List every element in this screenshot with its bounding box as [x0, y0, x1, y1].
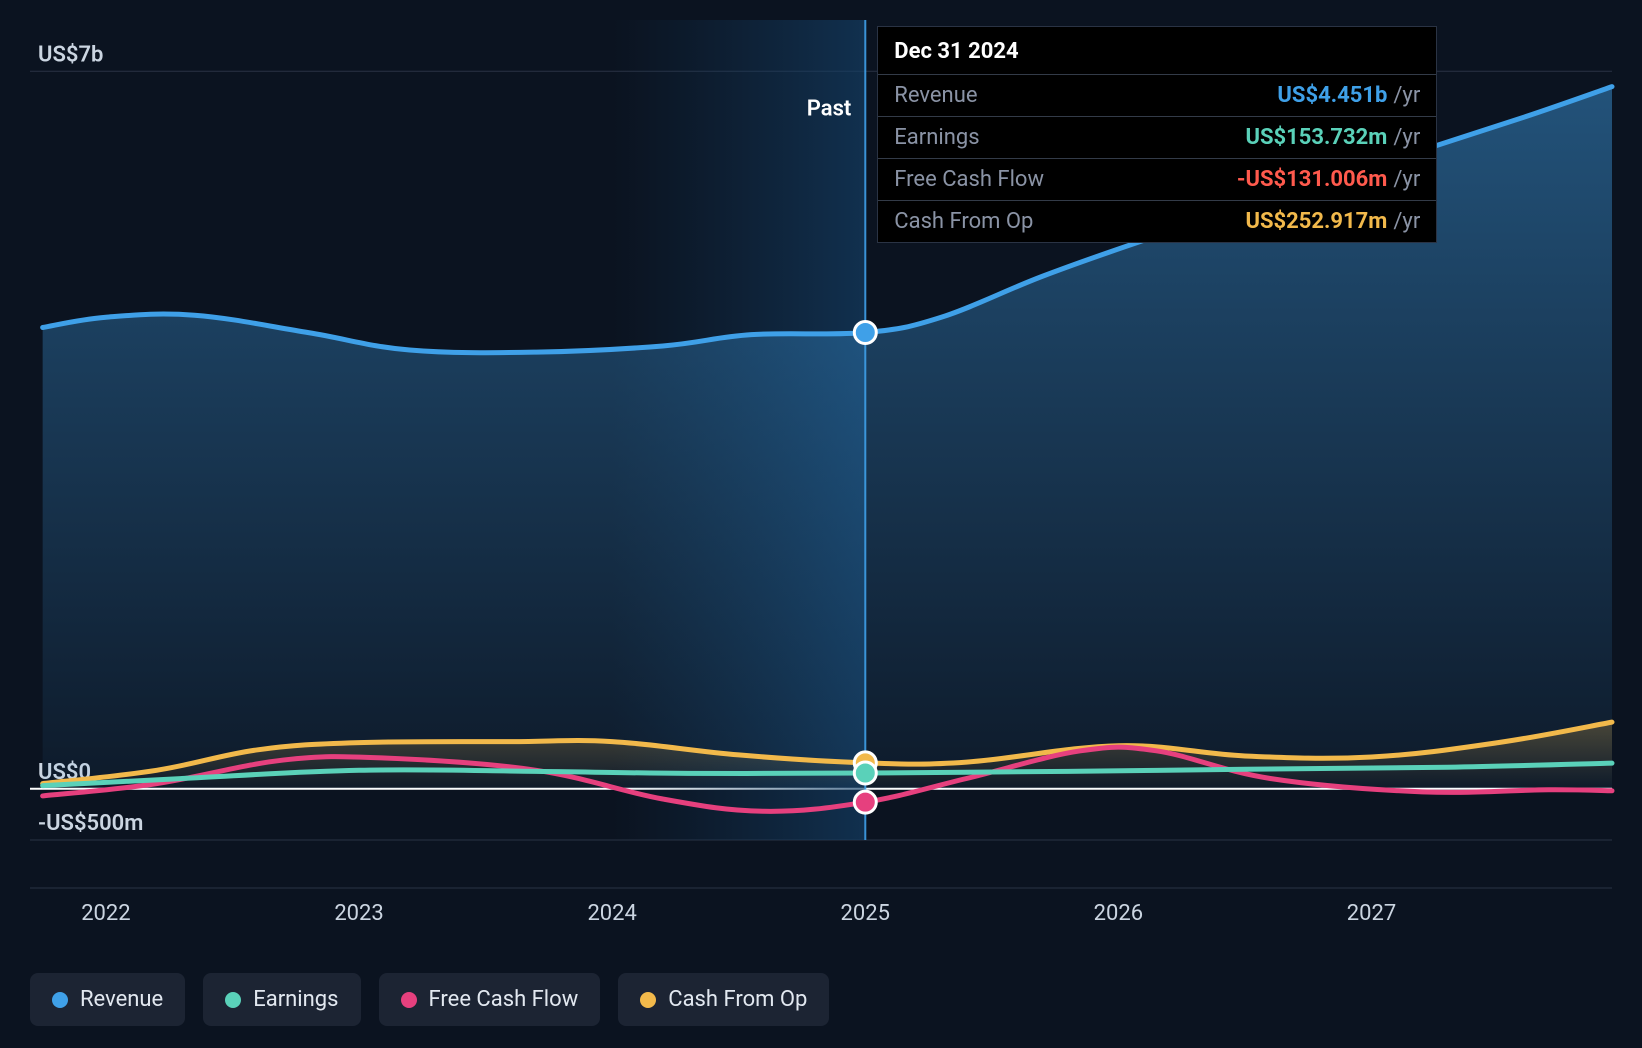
x-axis-tick-label: 2023 — [334, 901, 383, 926]
tooltip-row: Free Cash Flow -US$131.006m/yr — [878, 159, 1436, 201]
divider-past-label: Past — [807, 96, 852, 121]
x-axis-tick-label: 2024 — [587, 901, 636, 926]
tooltip-row: Revenue US$4.451b/yr — [878, 75, 1436, 117]
hover-tooltip: Dec 31 2024 Revenue US$4.451b/yr Earnings U… — [877, 26, 1437, 243]
y-axis-tick-label: US$7b — [38, 42, 103, 67]
x-axis-tick-label: 2027 — [1347, 901, 1396, 926]
tooltip-row-value: US$4.451b — [1277, 83, 1387, 108]
tooltip-row-unit: /yr — [1393, 209, 1420, 234]
legend-item-free_cash_flow[interactable]: Free Cash Flow — [379, 973, 601, 1026]
legend-swatch-icon — [401, 992, 417, 1008]
tooltip-row: Cash From Op US$252.917m/yr — [878, 201, 1436, 242]
legend-label: Free Cash Flow — [429, 987, 579, 1012]
tooltip-row-unit: /yr — [1393, 167, 1420, 192]
legend-swatch-icon — [640, 992, 656, 1008]
x-axis-tick-label: 2022 — [81, 901, 130, 926]
tooltip-row-unit: /yr — [1393, 125, 1420, 150]
y-axis-tick-label: -US$500m — [38, 811, 143, 836]
tooltip-row-label: Free Cash Flow — [894, 167, 1044, 192]
legend-label: Cash From Op — [668, 987, 807, 1012]
tooltip-row-unit: /yr — [1393, 83, 1420, 108]
tooltip-row-label: Revenue — [894, 83, 977, 108]
legend-item-earnings[interactable]: Earnings — [203, 973, 360, 1026]
financials-chart: US$7bUS$0-US$500m20222023202420252026202… — [0, 0, 1642, 1048]
tooltip-date: Dec 31 2024 — [878, 27, 1436, 75]
legend-swatch-icon — [225, 992, 241, 1008]
hover-marker-earnings — [854, 762, 876, 784]
tooltip-row-value: US$153.732m — [1245, 125, 1387, 150]
legend-bar: Revenue Earnings Free Cash Flow Cash From O… — [30, 973, 829, 1026]
tooltip-row: Earnings US$153.732m/yr — [878, 117, 1436, 159]
legend-label: Earnings — [253, 987, 338, 1012]
tooltip-row-label: Cash From Op — [894, 209, 1033, 234]
legend-item-revenue[interactable]: Revenue — [30, 973, 185, 1026]
legend-swatch-icon — [52, 992, 68, 1008]
x-axis-tick-label: 2026 — [1094, 901, 1143, 926]
tooltip-row-label: Earnings — [894, 125, 979, 150]
x-axis-tick-label: 2025 — [841, 901, 890, 926]
hover-marker-revenue — [854, 322, 876, 344]
tooltip-row-value: -US$131.006m — [1237, 167, 1388, 192]
hover-marker-free_cash_flow — [854, 791, 876, 813]
tooltip-row-value: US$252.917m — [1245, 209, 1387, 234]
legend-item-cash_from_op[interactable]: Cash From Op — [618, 973, 829, 1026]
legend-label: Revenue — [80, 987, 163, 1012]
